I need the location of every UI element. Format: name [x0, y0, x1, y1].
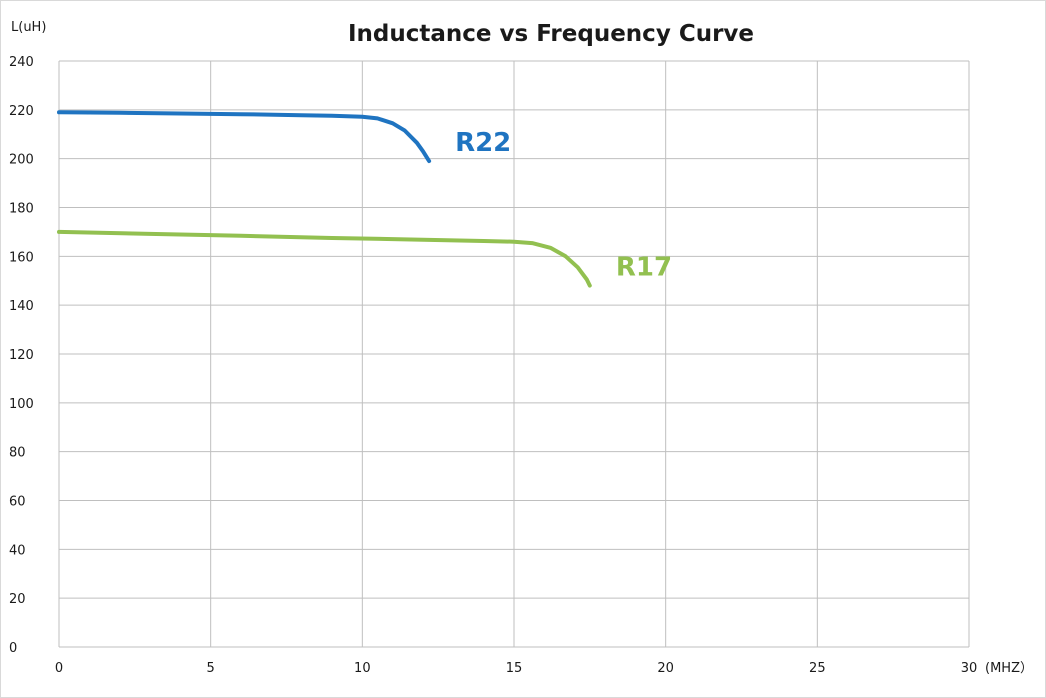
x-tick-label: 10 — [354, 661, 371, 676]
y-tick-label: 80 — [9, 446, 26, 461]
x-tick-label: 15 — [506, 661, 523, 676]
y-tick-label: 220 — [9, 104, 34, 119]
y-tick-label: 20 — [9, 592, 26, 607]
series-label-r22: R22 — [455, 128, 511, 158]
series-line-r22 — [57, 110, 432, 164]
y-axis-label: L(uH) — [11, 20, 46, 35]
y-tick-label: 100 — [9, 397, 34, 412]
y-tick-label: 40 — [9, 543, 26, 558]
x-axis-label: (MHZ） — [985, 661, 1033, 676]
grid — [58, 60, 970, 648]
y-tick-label: 60 — [9, 495, 26, 510]
x-tick-label: 30 — [961, 661, 978, 676]
series-label-r17: R17 — [616, 253, 672, 283]
x-tick-label: 20 — [657, 661, 674, 676]
x-tick-label: 25 — [809, 661, 826, 676]
series-lines — [57, 110, 592, 288]
x-tick-label: 5 — [207, 661, 215, 676]
tick-labels: 0 20 40 60 80 100 120 140 160 180 200 220 240 0 5 10 15 2… — [9, 55, 977, 676]
x-tick-label: 0 — [55, 661, 63, 676]
y-tick-label: 180 — [9, 202, 34, 217]
y-tick-label: 140 — [9, 299, 34, 314]
series-line-r17 — [57, 229, 592, 288]
y-tick-label: 240 — [9, 55, 34, 70]
y-tick-label: 200 — [9, 153, 34, 168]
y-tick-label: 120 — [9, 348, 34, 363]
series-labels: R22 R17 — [455, 128, 672, 283]
y-tick-label: 0 — [9, 641, 17, 656]
y-tick-label: 160 — [9, 250, 34, 265]
chart-title: Inductance vs Frequency Curve — [348, 21, 754, 47]
